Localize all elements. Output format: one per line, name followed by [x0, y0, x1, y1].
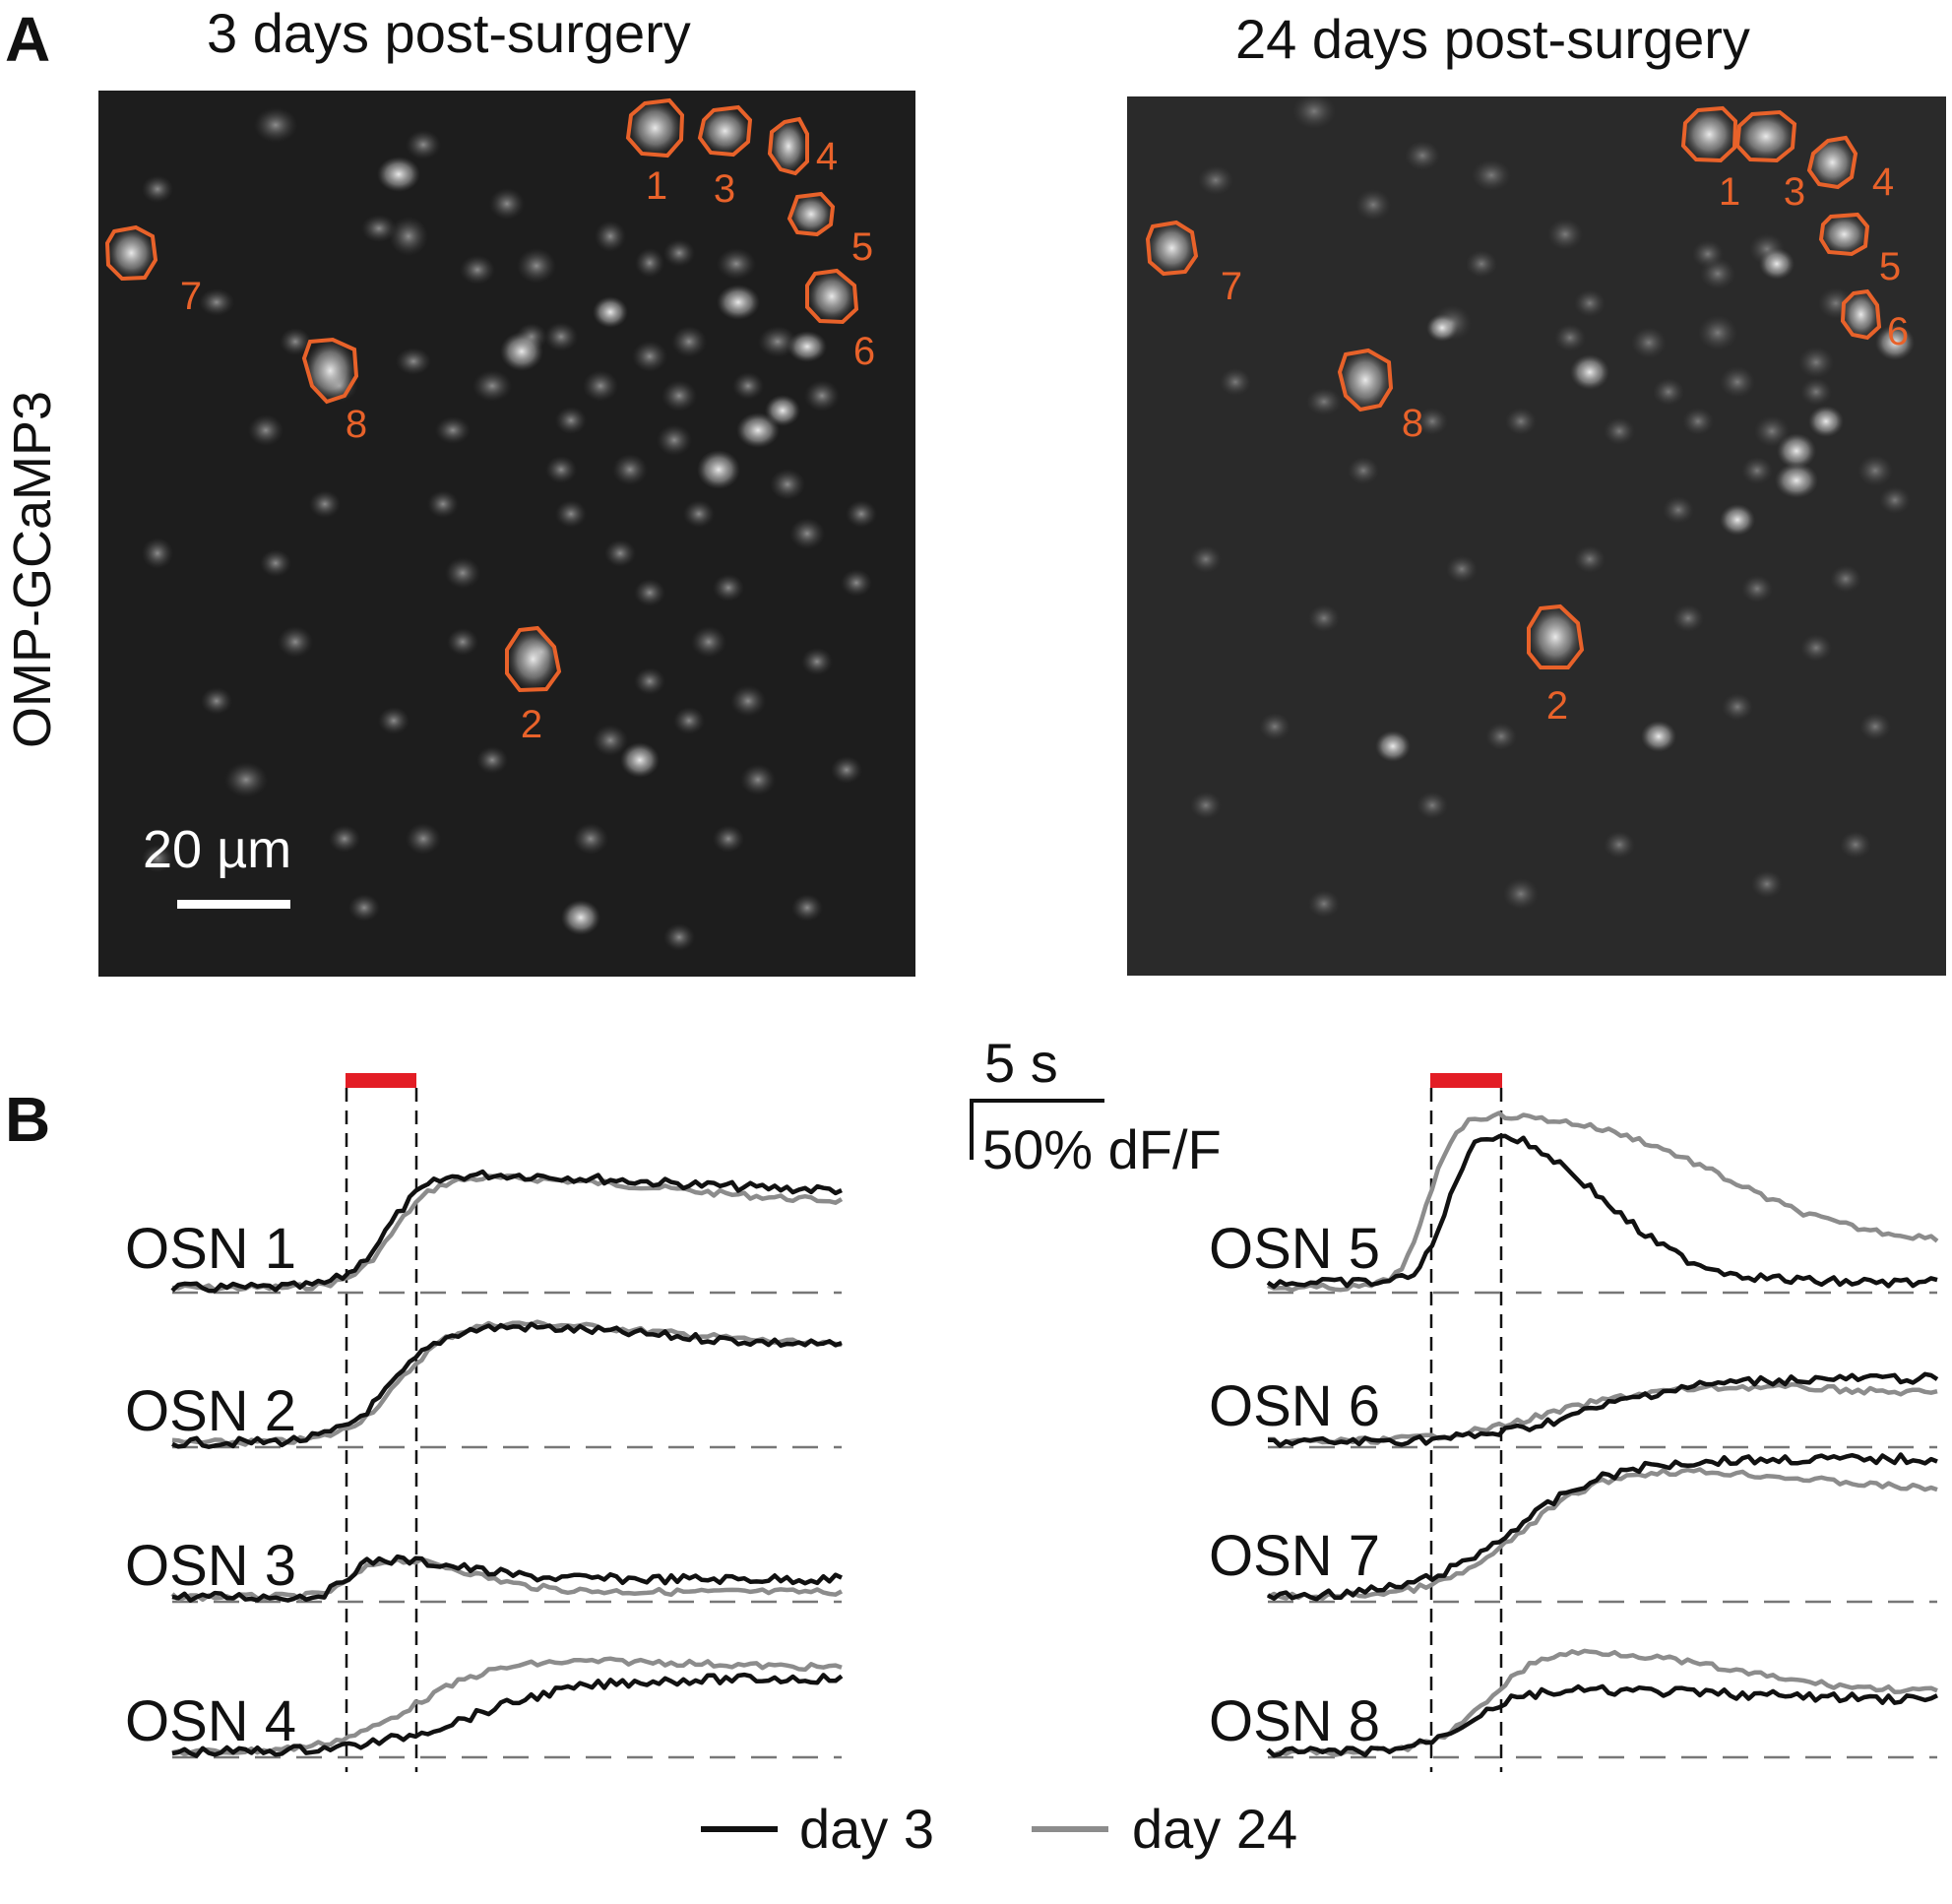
roi-label-2: 2 — [521, 703, 542, 746]
roi-label-6: 6 — [1887, 310, 1909, 353]
baselines — [172, 1291, 1937, 1759]
osn-label-2: OSN 2 — [125, 1379, 297, 1443]
roi-label-6: 6 — [853, 330, 875, 373]
osn-label-3: OSN 3 — [125, 1534, 297, 1598]
osn-label-7: OSN 7 — [1209, 1524, 1381, 1588]
roi-outlines-day24 — [1145, 105, 1882, 669]
roi-label-8: 8 — [1402, 402, 1423, 445]
roi-labels-day3: 1 3 4 5 6 7 8 2 — [180, 135, 875, 746]
osn-label-1: OSN 1 — [125, 1217, 297, 1281]
roi-label-1: 1 — [1719, 170, 1740, 214]
osn-7-day24-trace — [1266, 1467, 1938, 1601]
trace-scale-bar — [970, 1099, 1104, 1160]
roi-labels-day24: 1 3 4 5 6 7 8 2 — [1221, 160, 1909, 728]
osn-8-day3-trace — [1266, 1683, 1938, 1758]
osn-label-8: OSN 8 — [1209, 1689, 1381, 1753]
osn-4-day24-trace — [171, 1656, 843, 1757]
osn-1-day3-trace — [170, 1169, 843, 1294]
roi-label-4: 4 — [1872, 160, 1894, 204]
roi-label-2: 2 — [1546, 684, 1568, 728]
roi-cell-2 — [1527, 603, 1585, 669]
roi-label-1: 1 — [646, 164, 667, 208]
osn-5-day3-trace — [1266, 1133, 1938, 1290]
roi-cell-4 — [767, 116, 809, 176]
roi-cell-5 — [787, 191, 836, 237]
roi-cell-8 — [1337, 348, 1394, 413]
background-cells — [142, 107, 877, 951]
microscopy-image-day24: 1 3 4 5 6 7 8 2 — [1127, 96, 1946, 976]
image-title-day24: 24 days post-surgery — [1235, 8, 1750, 70]
roi-cell-6 — [805, 268, 859, 325]
osn-6-day3-trace — [1267, 1371, 1939, 1448]
panel-a-letter: A — [5, 4, 51, 75]
roi-cell-5 — [1818, 212, 1870, 257]
roi-label-3: 3 — [714, 167, 735, 211]
microscopy-image-day3: 1 3 4 5 6 7 8 2 — [98, 91, 915, 977]
scale-bar-label: 20 µm — [143, 820, 292, 879]
roi-label-7: 7 — [180, 275, 202, 318]
legend-label-day24: day 24 — [1132, 1798, 1298, 1860]
roi-outlines-day3 — [104, 97, 859, 693]
osn-1-day24-trace — [171, 1173, 844, 1293]
y-axis-label: OMP-GCaMP3 — [3, 390, 62, 748]
microscopy-canvas-day24: 1 3 4 5 6 7 8 2 — [1127, 96, 1946, 976]
roi-cell-2 — [505, 625, 562, 693]
roi-cell-3 — [1734, 109, 1797, 163]
roi-label-8: 8 — [346, 403, 367, 446]
traces-plot — [170, 1073, 1939, 1832]
roi-cell-6 — [1840, 288, 1882, 341]
roi-label-5: 5 — [1879, 245, 1901, 288]
scale-time-label: 5 s — [984, 1032, 1058, 1094]
roi-cell-1 — [1680, 105, 1738, 163]
roi-label-4: 4 — [816, 135, 838, 178]
roi-cell-3 — [697, 104, 753, 158]
osn-3-day3-trace — [171, 1554, 843, 1603]
osn-2-day3-trace — [171, 1321, 843, 1449]
roi-cell-1 — [625, 97, 685, 159]
osn-label-5: OSN 5 — [1209, 1217, 1381, 1281]
roi-label-7: 7 — [1221, 265, 1242, 308]
roi-cell-8 — [301, 337, 359, 405]
scale-bar — [177, 900, 290, 909]
osn-label-6: OSN 6 — [1209, 1374, 1381, 1438]
panel-b-letter: B — [5, 1084, 51, 1155]
roi-cell-7 — [104, 224, 158, 282]
trace-lines — [170, 1111, 1939, 1758]
roi-cell-7 — [1145, 220, 1199, 277]
stimulus-bar-right — [1430, 1073, 1502, 1088]
background-cells — [1190, 96, 1915, 918]
roi-cell-4 — [1806, 135, 1858, 190]
microscopy-canvas-day3: 1 3 4 5 6 7 8 2 — [98, 91, 915, 977]
osn-4-day3-trace — [171, 1672, 844, 1758]
image-title-day3: 3 days post-surgery — [207, 2, 691, 64]
legend-label-day3: day 3 — [799, 1798, 934, 1860]
scale-amp-label: 50% dF/F — [982, 1118, 1222, 1180]
osn-7-day3-trace — [1266, 1452, 1938, 1602]
roi-label-3: 3 — [1784, 170, 1805, 214]
roi-label-5: 5 — [851, 225, 873, 269]
osn-label-4: OSN 4 — [125, 1689, 297, 1753]
stimulus-bar-left — [346, 1073, 416, 1088]
osn-3-day24-trace — [170, 1556, 844, 1603]
